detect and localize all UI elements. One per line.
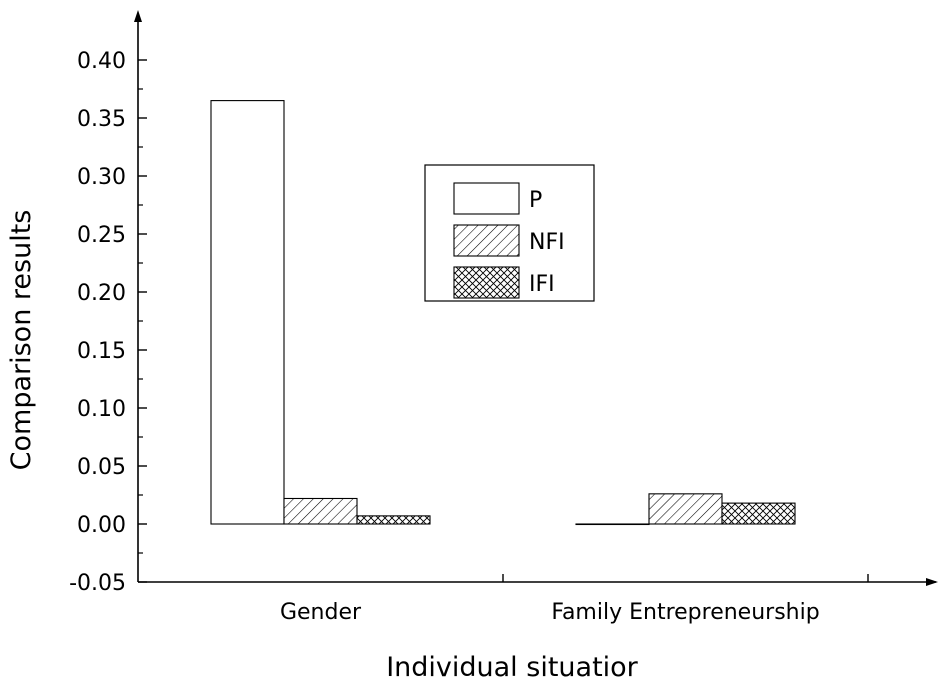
y-axis-title: Comparison results [6, 210, 37, 471]
bar-p-1 [210, 100, 285, 525]
y-axis-arrow [134, 10, 142, 22]
bar-nfi-2 [648, 493, 723, 525]
y-tick-label: 0.30 [77, 165, 126, 190]
x-tick-label: Family Entrepreneurship [551, 600, 819, 625]
y-tick-label: -0.05 [69, 571, 126, 596]
x-tick-label: Gender [280, 600, 362, 625]
y-axis-ticks: -0.05 0.00 0.05 0.10 0.15 0.20 0.25 0.30 0.35 0.4… [69, 49, 147, 596]
legend-label-ifi: IFI [529, 272, 555, 297]
y-tick-label: 0.05 [77, 455, 126, 480]
legend-swatch-ifi [453, 266, 520, 299]
bar-ifi-2 [721, 502, 796, 525]
bars [210, 100, 796, 526]
legend-label-p: P [529, 188, 542, 213]
y-tick-label: 0.15 [77, 339, 126, 364]
legend-swatch-p [453, 182, 520, 215]
bar-ifi-1 [356, 515, 431, 525]
x-axis-tick-labels: Gender Family Entrepreneurship [280, 600, 820, 625]
legend-label-nfi: NFI [529, 230, 565, 255]
y-tick-label: 0.10 [77, 397, 126, 422]
x-axis-title: Individual situatior [386, 652, 638, 683]
bar-p-2 [575, 523, 650, 526]
y-tick-label: 0.20 [77, 281, 126, 306]
x-axis-arrow [926, 578, 938, 586]
bar-nfi-1 [283, 497, 358, 525]
y-tick-label: 0.00 [77, 513, 126, 538]
legend-swatch-nfi [453, 224, 520, 257]
axes [134, 10, 938, 586]
y-tick-label: 0.35 [77, 107, 126, 132]
legend: P NFI IFI [424, 164, 595, 302]
y-tick-label: 0.40 [77, 49, 126, 74]
y-tick-label: 0.25 [77, 223, 126, 248]
